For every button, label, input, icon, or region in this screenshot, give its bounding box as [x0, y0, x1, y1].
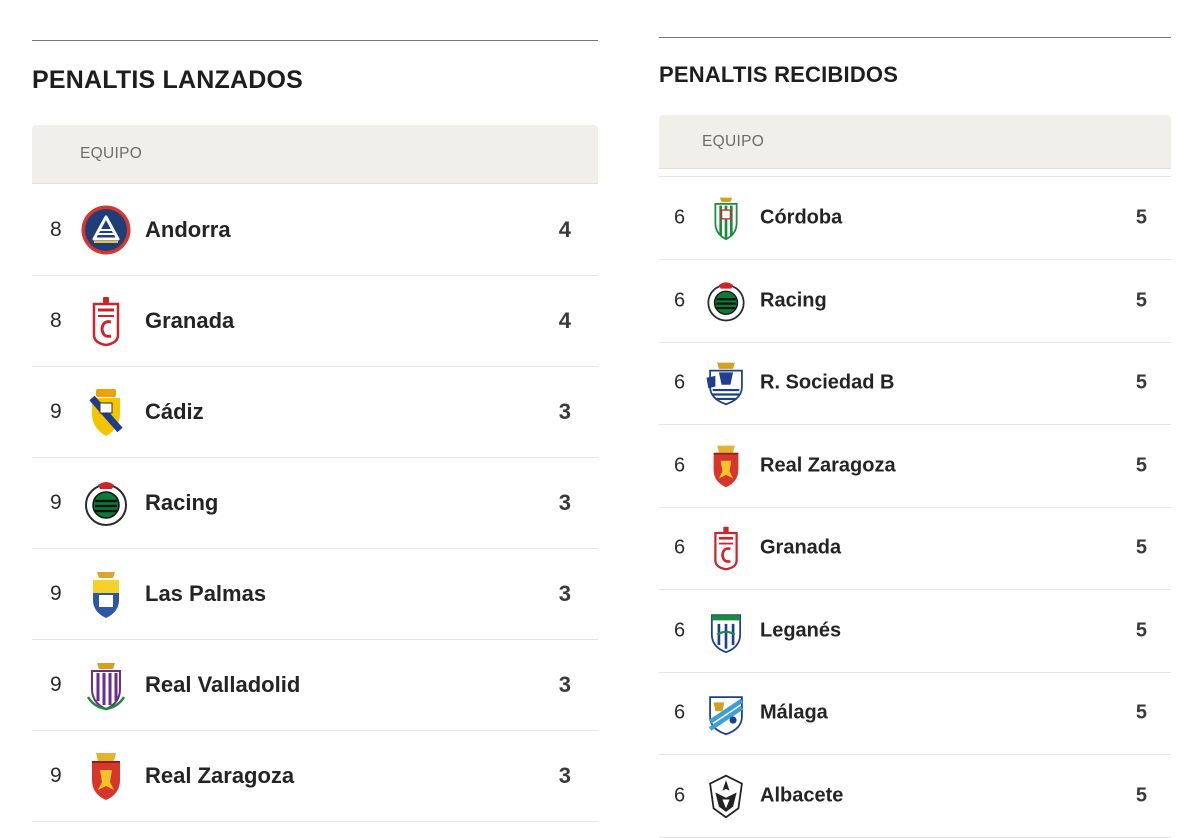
- table-row[interactable]: 6 Granada 5: [659, 507, 1171, 590]
- racing-crest: [80, 477, 132, 529]
- table-row[interactable]: 6 Córdoba 5: [659, 177, 1171, 260]
- penalty-count: 3: [558, 581, 571, 606]
- rank: 6: [674, 371, 686, 394]
- list-divider: [659, 176, 1171, 177]
- penalty-count: 4: [558, 217, 571, 242]
- penalty-count: 5: [1135, 454, 1147, 476]
- rank: 6: [674, 206, 686, 229]
- table-header: EQUIPO: [32, 125, 598, 184]
- leganes-crest: [703, 608, 749, 654]
- zaragoza-crest: [703, 443, 749, 489]
- malaga-crest: [703, 690, 749, 736]
- real-sociedad-crest: [703, 360, 749, 406]
- racing-crest: [703, 278, 749, 324]
- rank: 6: [674, 536, 686, 559]
- rank: 9: [50, 764, 62, 787]
- team-name[interactable]: Las Palmas: [145, 581, 267, 606]
- table-row[interactable]: 9 Real Zaragoza 3: [32, 731, 598, 822]
- table-row[interactable]: 6 Leganés 5: [659, 590, 1171, 673]
- table-row[interactable]: 6 Málaga 5: [659, 672, 1171, 755]
- rank: 6: [674, 701, 686, 724]
- team-name[interactable]: Real Zaragoza: [760, 454, 896, 476]
- cordoba-crest: [703, 195, 749, 241]
- granada-crest: [703, 525, 749, 571]
- las-palmas-crest: [80, 568, 132, 620]
- rank: 9: [50, 400, 62, 423]
- table-row[interactable]: 9 Cádiz 3: [32, 367, 598, 458]
- team-name[interactable]: R. Sociedad B: [760, 371, 895, 394]
- rank: 9: [50, 673, 62, 696]
- rank: 6: [674, 619, 686, 641]
- top-divider: [659, 37, 1171, 38]
- granada-crest: [80, 295, 132, 347]
- penalty-count: 3: [558, 763, 571, 788]
- penalty-count: 5: [1135, 701, 1147, 724]
- penalty-count: 5: [1135, 536, 1147, 559]
- penalty-count: 5: [1135, 206, 1147, 229]
- penalty-count: 4: [558, 308, 571, 333]
- rank: 6: [674, 454, 686, 476]
- rank: 8: [50, 309, 62, 332]
- team-name[interactable]: Granada: [145, 308, 235, 333]
- penalty-count: 5: [1135, 371, 1147, 394]
- panel-title: PENALTIS LANZADOS: [32, 66, 303, 94]
- team-name[interactable]: Málaga: [760, 701, 828, 724]
- rank: 9: [50, 491, 62, 514]
- table-row[interactable]: 9 Las Palmas 3: [32, 549, 598, 640]
- table-row[interactable]: 8 Granada 4: [32, 276, 598, 367]
- panel-title: PENALTIS RECIBIDOS: [659, 62, 899, 87]
- table-row[interactable]: 6 R. Sociedad B 5: [659, 342, 1171, 425]
- team-name[interactable]: Albacete: [760, 784, 844, 806]
- rank: 6: [674, 784, 686, 806]
- penalty-count: 3: [558, 399, 571, 424]
- table-row[interactable]: 9 Racing 3: [32, 458, 598, 549]
- team-name[interactable]: Cádiz: [145, 399, 204, 424]
- team-name[interactable]: Andorra: [145, 217, 231, 242]
- column-header-equipo: EQUIPO: [702, 132, 765, 150]
- table-header: EQUIPO: [659, 115, 1171, 169]
- team-name[interactable]: Córdoba: [760, 206, 843, 229]
- table-row[interactable]: 6 Albacete 5: [659, 755, 1171, 838]
- team-name[interactable]: Racing: [145, 490, 219, 515]
- column-header-equipo: EQUIPO: [80, 145, 143, 162]
- table-row[interactable]: 6 Racing 5: [659, 260, 1171, 343]
- penalty-count: 3: [558, 490, 571, 515]
- rank: 8: [50, 218, 62, 241]
- team-name[interactable]: Granada: [760, 536, 842, 559]
- team-name[interactable]: Real Valladolid: [145, 672, 301, 697]
- team-name[interactable]: Racing: [760, 289, 827, 311]
- zaragoza-crest: [80, 750, 132, 802]
- rank: 6: [674, 289, 686, 311]
- table-row[interactable]: 8 Andorra 4: [32, 185, 598, 276]
- penalty-count: 5: [1135, 289, 1147, 311]
- cadiz-crest: [80, 386, 132, 438]
- table-row[interactable]: 9 Real Valladolid 3: [32, 640, 598, 731]
- penalty-count: 5: [1135, 784, 1147, 806]
- penalty-count: 3: [558, 672, 571, 697]
- penalty-count: 5: [1135, 619, 1147, 641]
- table-row[interactable]: 6 Real Zaragoza 5: [659, 425, 1171, 508]
- rank: 9: [50, 582, 62, 605]
- valladolid-crest: [80, 659, 132, 711]
- andorra-crest: [80, 204, 132, 256]
- team-name[interactable]: Real Zaragoza: [145, 763, 295, 788]
- team-name[interactable]: Leganés: [760, 619, 842, 641]
- top-divider: [32, 40, 598, 41]
- albacete-crest: [703, 773, 749, 819]
